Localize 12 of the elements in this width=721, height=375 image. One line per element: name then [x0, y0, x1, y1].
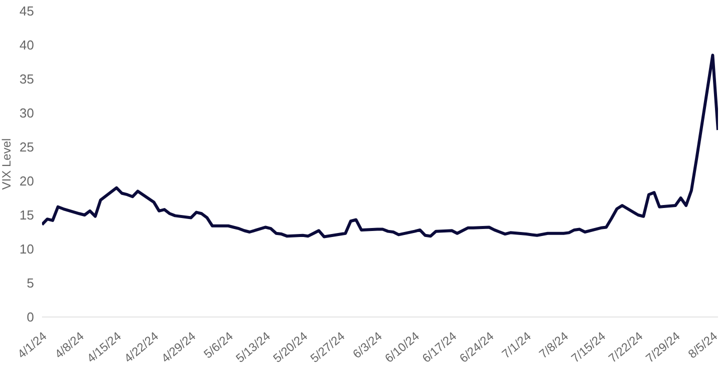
y-tick-label: 30: [20, 106, 34, 121]
y-tick-label: 5: [26, 276, 34, 291]
y-tick-label: 20: [20, 174, 34, 189]
y-tick-label: 0: [26, 310, 34, 325]
y-tick-label: 10: [20, 242, 34, 257]
y-tick-label: 35: [20, 72, 34, 87]
line-series: [42, 54, 718, 238]
y-tick-label: 45: [20, 4, 34, 19]
y-axis-title: VIX Level: [0, 138, 14, 190]
y-tick-label: 25: [20, 140, 34, 155]
y-tick-label: 40: [20, 38, 34, 53]
y-tick-label: 15: [20, 208, 34, 223]
